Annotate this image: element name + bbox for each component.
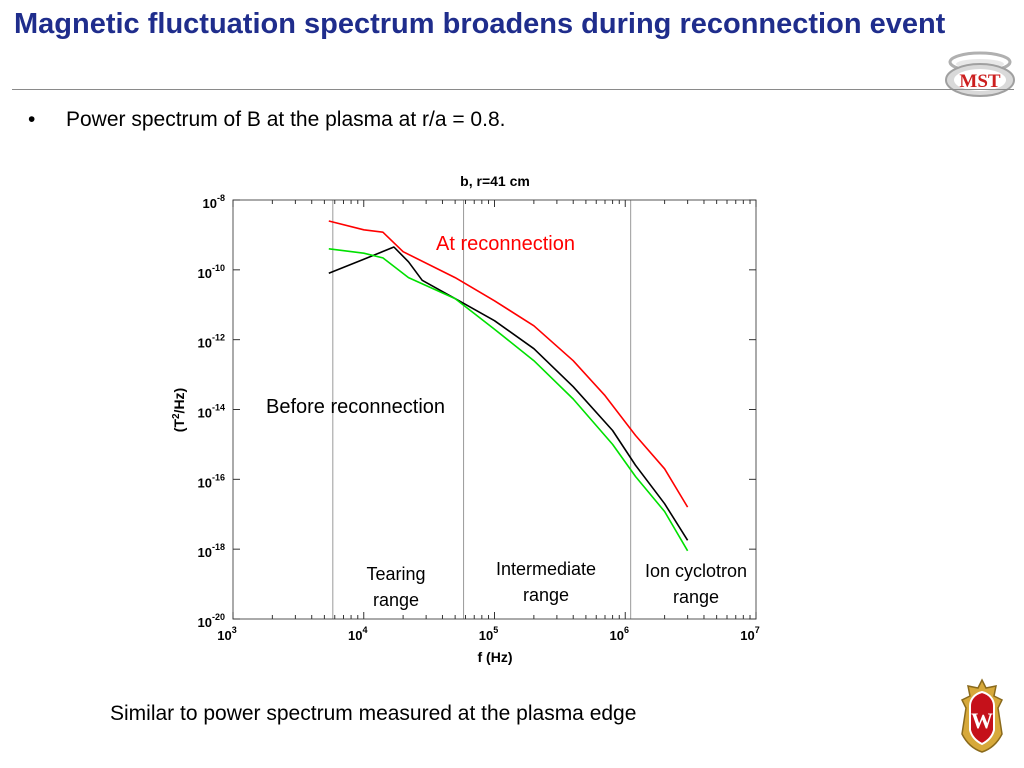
annotation-tearing-line2: range [373,590,419,610]
slide-caption: Similar to power spectrum measured at th… [110,702,637,725]
x-tick-base: 10 [610,628,624,643]
x-tick-label: 103 [217,625,236,643]
y-tick-exp: -16 [212,472,225,482]
plot-background [233,200,756,619]
annotation-intermediate-line1: Intermediate [496,559,596,579]
range-lines [332,200,632,619]
y-tick-label: 10-10 [198,263,225,281]
y-tick-label: 10-20 [198,612,225,630]
x-tick-exp: 5 [493,625,498,635]
series-line-2 [328,246,689,541]
bullet-item: • Power spectrum of B at the plasma at r/… [28,108,505,132]
y-tick-exp: -14 [212,403,225,413]
annotation-at-reconnection: At reconnection [436,233,575,255]
chart-title: b, r=41 cm [460,173,530,189]
annotation-before-reconnection: Before reconnection [266,396,445,418]
y-tick-label: 10-8 [203,193,225,211]
x-tick-base: 10 [217,628,231,643]
annotation-intermediate-line2: range [523,585,569,605]
y-tick-base: 10 [203,196,217,211]
x-tick-label: 107 [740,625,759,643]
uw-crest-text: W [971,708,993,733]
bullet-dot: • [28,108,36,131]
y-tick-base: 10 [198,266,212,281]
y-tick-base: 10 [198,336,212,351]
y-tick-exp: -20 [212,612,225,622]
y-axis-label-base: (T [171,419,187,433]
annotation-tearing-line1: Tearing [366,564,425,584]
x-tick-base: 10 [348,628,362,643]
y-axis-label-sup: 2 [171,413,182,419]
x-tick-label: 105 [479,625,498,643]
y-tick-exp: -10 [212,263,225,273]
y-tick-label: 10-18 [198,542,225,560]
bullet-text: Power spectrum of B at the plasma at r/a… [66,108,506,131]
x-tick-base: 10 [740,628,754,643]
y-tick-base: 10 [198,406,212,421]
series-layer [328,220,689,552]
y-tick-base: 10 [198,615,212,630]
series-line-1 [328,220,689,508]
y-tick-exp: -12 [212,333,225,343]
x-tick-exp: 4 [362,625,367,635]
y-tick-label: 10-16 [198,472,225,490]
y-axis-label: (T2/Hz) [171,388,187,432]
y-tick-base: 10 [198,475,212,490]
x-tick-label: 104 [348,625,367,643]
mst-logo-text: MST [959,71,1001,92]
ticks: 103 104 105 106 10710-810-1010-1210-1410-161… [198,193,760,643]
y-tick-exp: -8 [217,193,225,203]
x-tick-base: 10 [479,628,493,643]
y-tick-exp: -18 [212,542,225,552]
annotation-ion-cyclotron-line1: Ion cyclotron [645,561,747,581]
power-spectrum-chart: 103 104 105 106 10710-810-1010-1210-1410-161… [171,173,760,665]
mst-logo-icon: MST [945,51,1015,97]
y-tick-base: 10 [198,545,212,560]
x-axis-label: f (Hz) [478,649,513,665]
x-tick-label: 106 [610,625,629,643]
y-tick-label: 10-12 [198,333,225,351]
title-divider [12,89,1014,90]
uw-crest-icon: W [960,678,1004,753]
x-tick-exp: 7 [755,625,760,635]
y-tick-label: 10-14 [198,403,225,421]
slide-title: Magnetic fluctuation spectrum broadens d… [14,8,946,40]
x-tick-exp: 6 [624,625,629,635]
annotation-ion-cyclotron-line2: range [673,587,719,607]
series-line-3 [328,248,689,552]
x-tick-exp: 3 [232,625,237,635]
y-axis-label-tail: /Hz) [171,388,187,414]
